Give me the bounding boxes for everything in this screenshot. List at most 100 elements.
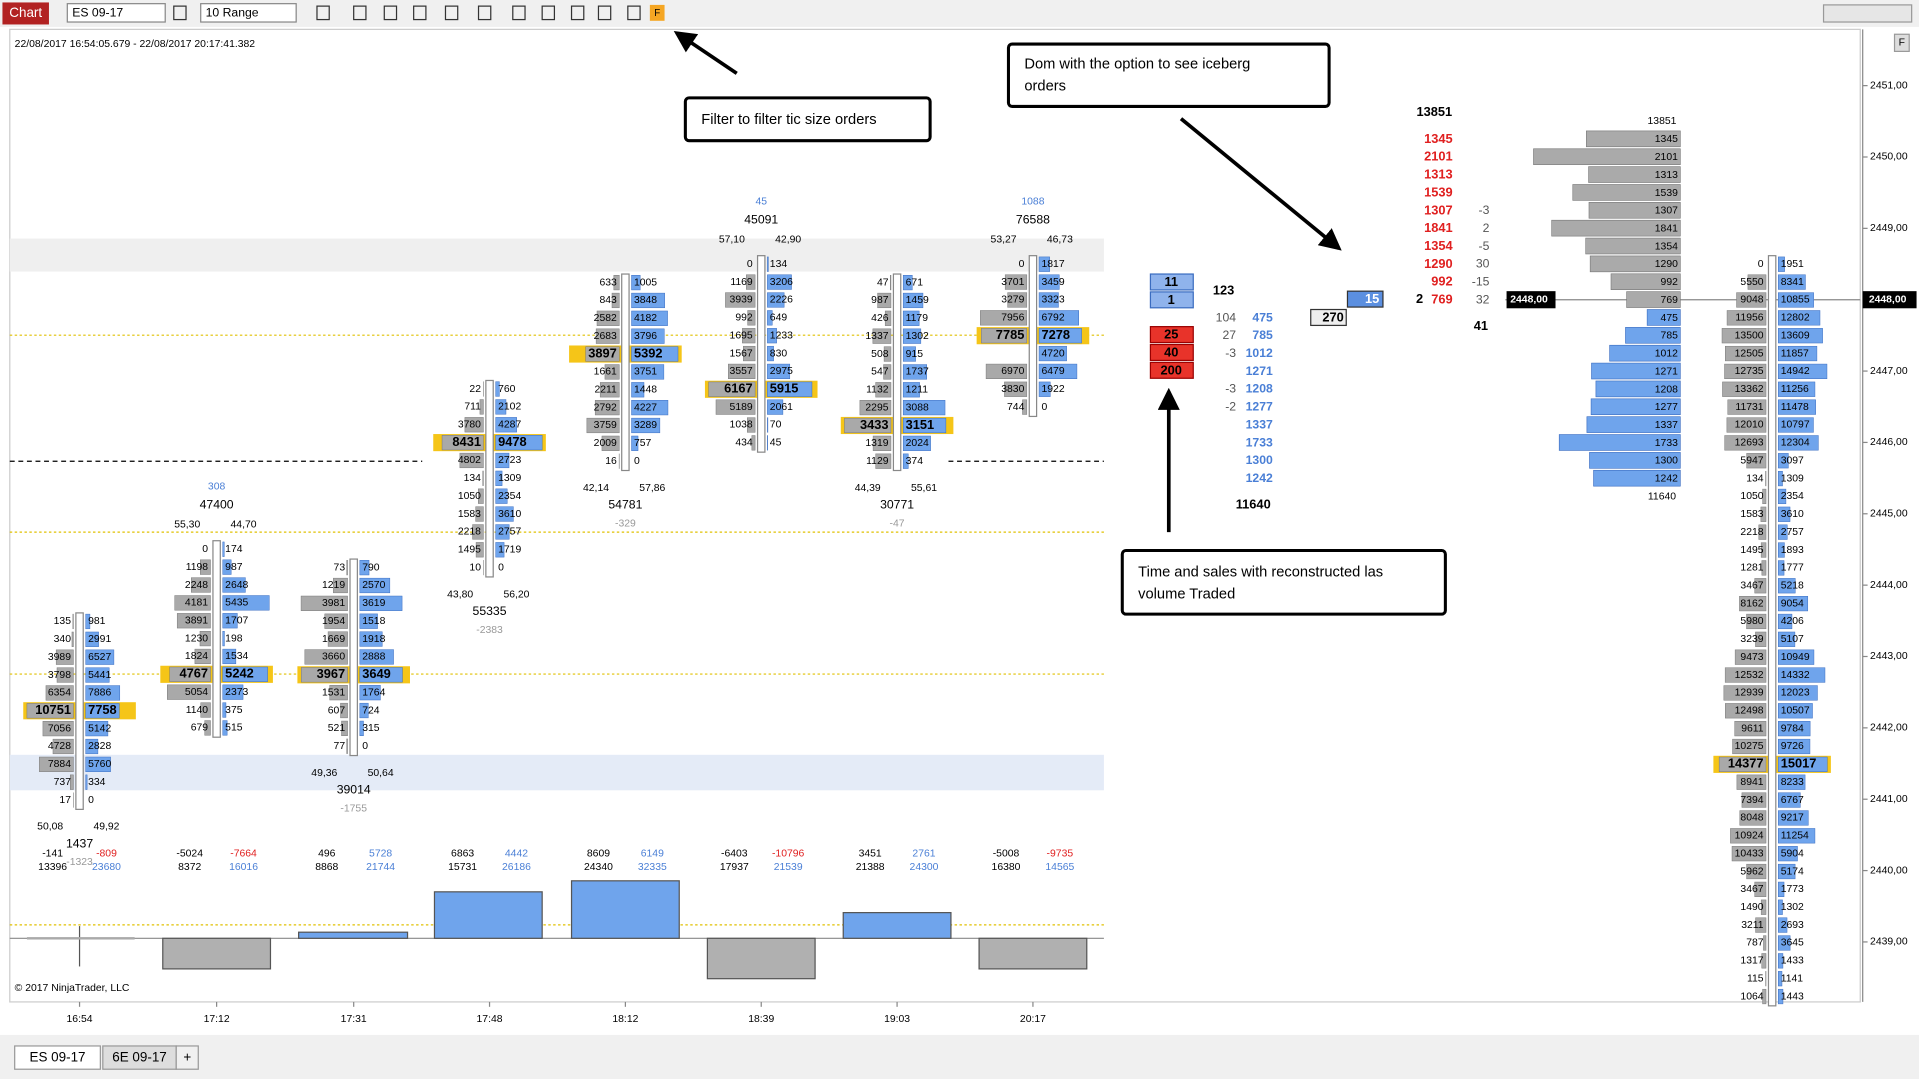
bid-volume: 16 (605, 456, 617, 467)
bid-volume: 10433 (1735, 848, 1764, 859)
ask-bar (767, 381, 813, 397)
toolbar-icon[interactable] (413, 5, 427, 21)
bar-total: 54781 (608, 497, 642, 511)
stat-volume: 16380 (992, 862, 1021, 873)
ask-volume: 3796 (634, 331, 657, 342)
profile-ask-bar (1585, 237, 1681, 255)
toolbar-icon[interactable] (173, 5, 187, 21)
bid-volume: 5980 (1740, 616, 1763, 627)
ask-volume: 1922 (1041, 384, 1064, 395)
bid-volume: 1317 (1740, 956, 1763, 967)
ask-bar (359, 702, 369, 719)
ask-volume: 0 (498, 562, 504, 573)
bid-volume: 2009 (594, 438, 617, 449)
dom-ask: 40 (1164, 344, 1178, 359)
bar-pct: 49,92 (93, 822, 119, 833)
annotation-arrow (1179, 117, 1342, 251)
stat-cum-delta: -10796 (772, 849, 805, 860)
ask-bar (767, 417, 769, 433)
ask-bar (1778, 292, 1814, 308)
period-label: 10 Range (206, 6, 259, 20)
bid-volume: 3830 (1001, 384, 1024, 395)
bid-bar (1726, 310, 1767, 326)
ask-bar (631, 310, 668, 326)
bid-bar (340, 702, 348, 719)
tab[interactable] (14, 1045, 101, 1070)
toolbar-icon[interactable] (383, 5, 398, 21)
ask-bar (902, 435, 931, 451)
bar-pct: 43,80 (447, 589, 473, 600)
ask-volume: 724 (362, 705, 380, 716)
ask-bar (631, 275, 641, 291)
bid-bar (890, 275, 892, 291)
time-label: 18:12 (612, 1014, 638, 1025)
ask-bar (359, 685, 381, 701)
bid-volume: 1583 (458, 509, 481, 520)
bid-volume: 1319 (865, 438, 888, 449)
stat-delta: 496 (318, 849, 336, 860)
panel-button[interactable] (1893, 33, 1910, 52)
bid-volume: 8431 (452, 434, 481, 449)
toolbar-icon[interactable] (627, 5, 641, 21)
bid-volume: 7394 (1740, 795, 1763, 806)
bid-bar (1739, 596, 1767, 612)
ask-volume: 2570 (362, 580, 385, 591)
bid-bar (742, 328, 756, 344)
bid-volume: 0 (1019, 259, 1025, 270)
bid-volume: 8162 (1740, 598, 1763, 609)
bar-delta: 45 (755, 197, 767, 208)
bid-volume: 11956 (1735, 313, 1763, 324)
bid-volume: 992 (735, 313, 753, 324)
ask-bar (495, 435, 543, 451)
ask-volume: 2373 (225, 687, 248, 698)
toolbar-icon[interactable] (597, 5, 612, 21)
ask-bar (767, 310, 773, 326)
bid-volume: 1038 (730, 420, 753, 431)
bid-volume: 12693 (1735, 438, 1764, 449)
toolbar-icon[interactable] (444, 5, 459, 21)
ask-volume: 3610 (498, 509, 521, 520)
bid-bar (42, 721, 74, 737)
bid-bar (1747, 274, 1767, 290)
ask-volume: 1951 (1781, 259, 1804, 270)
toolbar-icon[interactable] (353, 5, 367, 21)
bid-bar (1731, 846, 1767, 862)
bid-volume: 13500 (1735, 330, 1764, 341)
bid-volume: 8941 (1740, 777, 1763, 788)
tabs: ES 09-17 6E 09-17 + (14, 1045, 199, 1070)
period-select[interactable] (200, 3, 297, 23)
ask-volume: 3610 (1781, 509, 1804, 520)
toolbar-icon[interactable] (570, 5, 585, 21)
bid-bar (1022, 399, 1028, 415)
chart-button[interactable] (2, 2, 49, 25)
chart-panel (9, 28, 1861, 1003)
bid-volume: 22 (469, 384, 481, 395)
ask-bar (85, 667, 110, 683)
filter-button[interactable] (649, 4, 665, 21)
tab-label: 6E 09-17 (112, 1050, 167, 1065)
window-controls[interactable] (1822, 4, 1913, 23)
instrument-select[interactable] (66, 3, 166, 23)
bid-volume: 4728 (48, 741, 71, 752)
ask-volume: 3206 (770, 277, 793, 288)
profile-bid-bar (1625, 327, 1681, 344)
bid-volume: 744 (1007, 402, 1025, 413)
bid-volume: 508 (871, 349, 889, 360)
toolbar-icon[interactable] (477, 5, 492, 21)
bid-bar (1763, 935, 1767, 951)
tab[interactable] (175, 1045, 199, 1070)
toolbar-icon[interactable] (512, 5, 526, 21)
ask-bar (1038, 256, 1050, 272)
profile-bid: 1300 (1655, 456, 1678, 467)
ask-volume: 12304 (1781, 438, 1810, 449)
bid-volume: 3780 (458, 420, 481, 431)
ask-volume: 1534 (225, 651, 248, 662)
iceberg-bid-box (1310, 308, 1347, 327)
toolbar-icon[interactable] (316, 5, 330, 21)
ask-volume: 4206 (1781, 616, 1804, 627)
stat-volume: 17937 (720, 862, 749, 873)
toolbar-icon[interactable] (541, 5, 556, 21)
annotation-box (1006, 42, 1331, 108)
ts-size: 1345 (1424, 131, 1453, 146)
ask-volume: 1302 (906, 331, 929, 342)
